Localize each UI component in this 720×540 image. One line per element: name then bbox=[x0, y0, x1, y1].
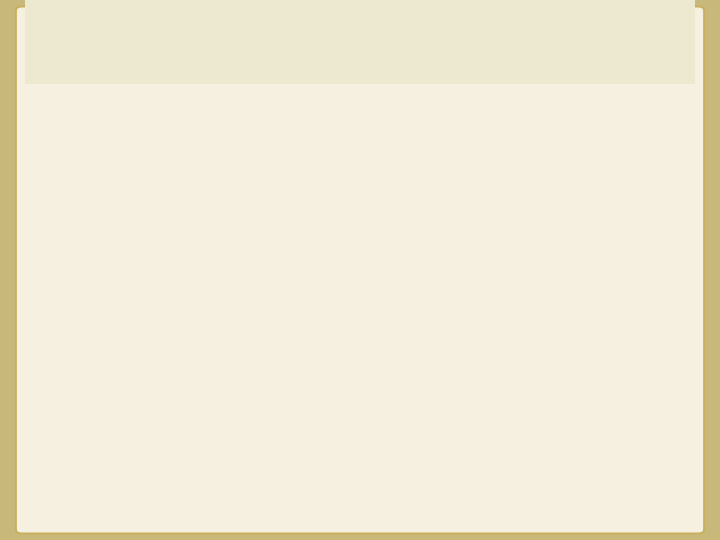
FancyBboxPatch shape bbox=[418, 292, 510, 349]
Text: P: P bbox=[382, 401, 395, 418]
FancyBboxPatch shape bbox=[138, 292, 253, 349]
Text: the SRAS curve is upward sloping.: the SRAS curve is upward sloping. bbox=[142, 427, 440, 445]
Text: $\mathit{Y} = \mathit{\bar{Y}} + \boldsymbol{\alpha}(\mathit{P} - \mathit{EP})$: $\mathit{Y} = \mathit{\bar{Y}} + \boldsy… bbox=[228, 173, 477, 210]
Text: are positively related, so: are positively related, so bbox=[395, 401, 619, 418]
Text: actual
price level: actual price level bbox=[419, 305, 508, 337]
FancyBboxPatch shape bbox=[495, 218, 594, 274]
FancyBboxPatch shape bbox=[121, 420, 132, 429]
Text: natural rate
of output: natural rate of output bbox=[144, 305, 248, 337]
FancyBboxPatch shape bbox=[294, 292, 404, 349]
Text: expected
price level: expected price level bbox=[500, 230, 590, 262]
Text: a positive
parameter: a positive parameter bbox=[304, 305, 395, 337]
Text: Other things equal,: Other things equal, bbox=[142, 401, 319, 418]
Text: Both models imply:: Both models imply: bbox=[121, 139, 294, 157]
Text: Introduction, part 2: Introduction, part 2 bbox=[129, 82, 438, 110]
Text: Y: Y bbox=[319, 401, 332, 418]
FancyBboxPatch shape bbox=[144, 218, 231, 274]
Text: agg.
output: agg. output bbox=[159, 230, 217, 262]
Text: and: and bbox=[332, 401, 382, 418]
